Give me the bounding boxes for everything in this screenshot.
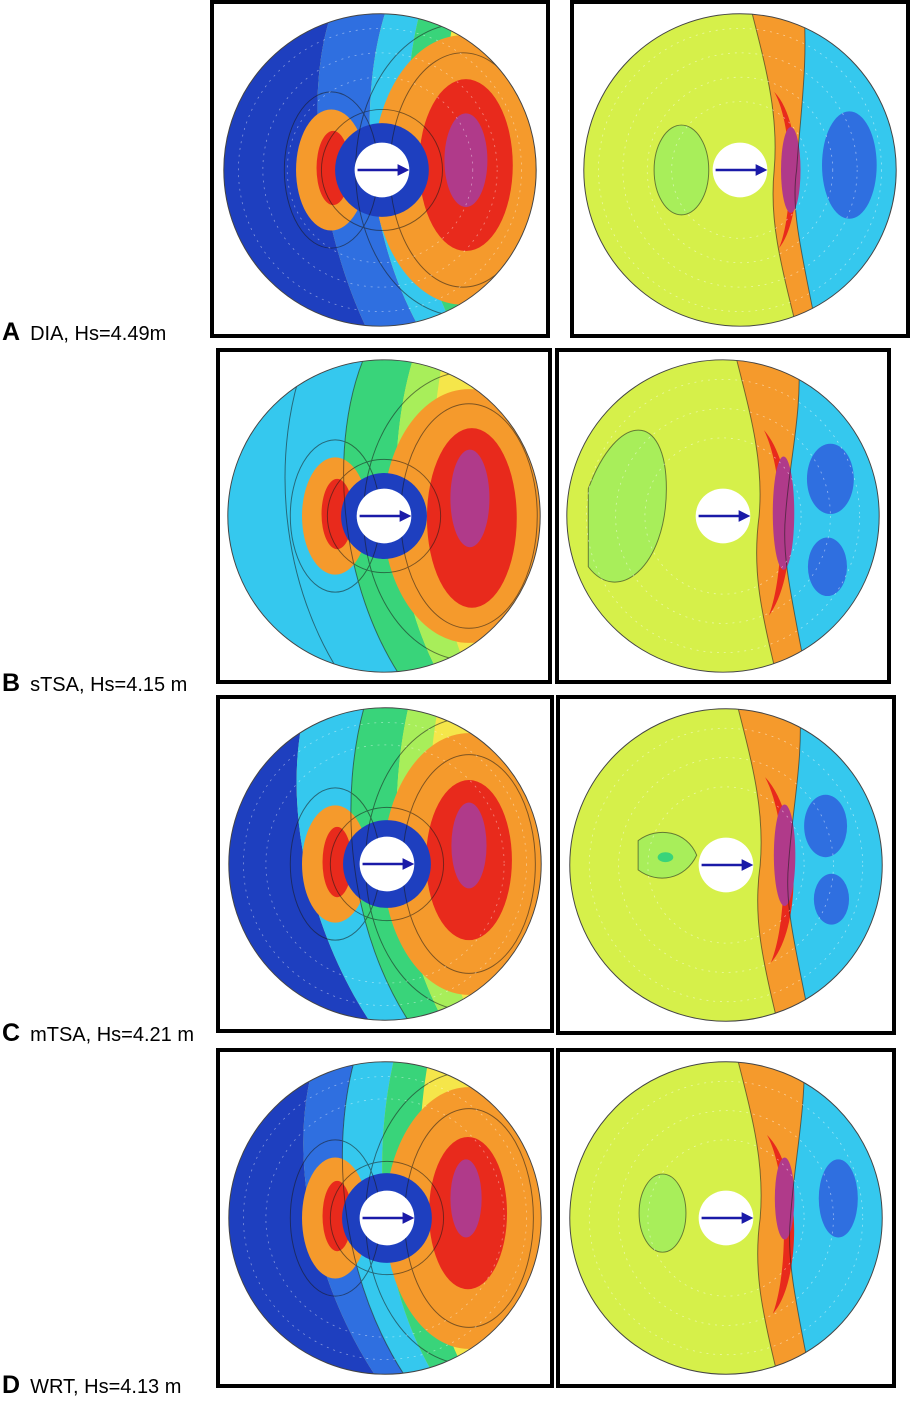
panel-c-left: [216, 695, 554, 1033]
panel-c-right: [556, 695, 896, 1035]
contour-plot: [566, 359, 880, 673]
row-label-c: C mTSA, Hs=4.21 m: [2, 1019, 194, 1048]
direction-arrow-head: [741, 859, 754, 871]
panel-b-left: [216, 348, 552, 684]
direction-arrow-head: [402, 1212, 415, 1224]
contour-plot: [569, 708, 883, 1022]
row-label-a: A DIA, Hs=4.49m: [2, 318, 166, 347]
direction-arrow-head: [399, 510, 412, 522]
row-label-b: B sTSA, Hs=4.15 m: [2, 669, 187, 698]
direction-arrow-head: [738, 510, 751, 522]
panel-a-left: [210, 0, 550, 338]
contour-plot: [583, 13, 897, 327]
direction-arrow-head: [402, 858, 415, 870]
panel-d-right: [556, 1048, 896, 1388]
contour-plot: [223, 13, 537, 327]
panel-d-left: [216, 1048, 554, 1388]
row-caption: sTSA, Hs=4.15 m: [30, 674, 188, 696]
row-caption: DIA, Hs=4.49m: [30, 323, 167, 345]
panel-b-right: [555, 348, 891, 684]
direction-arrow-head: [741, 1212, 754, 1224]
contour-plot: [227, 359, 541, 673]
row-label-d: D WRT, Hs=4.13 m: [2, 1371, 181, 1400]
direction-arrow-head: [755, 164, 768, 176]
row-letter: C: [2, 1019, 21, 1047]
row-caption: mTSA, Hs=4.21 m: [30, 1024, 194, 1046]
contour-plot: [569, 1061, 883, 1375]
panel-a-right: [570, 0, 910, 338]
row-caption: WRT, Hs=4.13 m: [30, 1376, 182, 1398]
direction-arrow-head: [397, 164, 410, 176]
contour-plot: [228, 707, 542, 1021]
contour-plot: [228, 1061, 542, 1375]
row-letter: A: [2, 318, 21, 346]
row-letter: B: [2, 669, 21, 697]
row-letter: D: [2, 1371, 21, 1399]
